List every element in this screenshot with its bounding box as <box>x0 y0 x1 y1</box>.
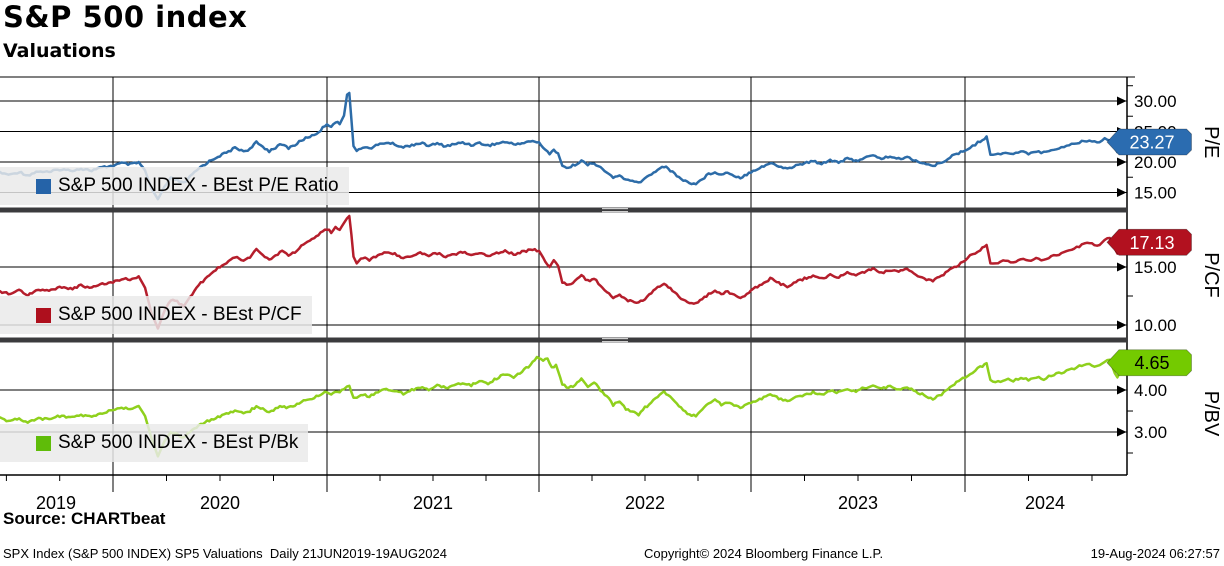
axis-arrow-tick-icon <box>1117 187 1127 197</box>
pe-value-badge <box>1106 128 1192 156</box>
pbv-axis-name: P/BV <box>1200 391 1222 437</box>
axis-tick-label: 15.00 <box>1134 183 1177 202</box>
legend-pe[interactable]: S&P 500 INDEX - BEst P/E Ratio <box>0 167 349 205</box>
pcf-value-badge <box>1106 228 1192 256</box>
footer-description: SPX Index (S&P 500 INDEX) SP5 Valuations… <box>3 546 447 561</box>
axis-tick-label: 30.00 <box>1134 92 1177 111</box>
footer-timestamp: 19-Aug-2024 06:27:57 <box>1090 546 1220 561</box>
pe-swatch-icon <box>36 178 51 194</box>
pe-axis-name: P/E <box>1200 126 1222 158</box>
axis-arrow-tick-icon <box>1117 427 1127 437</box>
axis-tick-label: 10.00 <box>1134 316 1177 335</box>
year-label: 2020 <box>200 493 240 513</box>
year-label: 2019 <box>36 493 76 513</box>
pcf-swatch-icon <box>36 307 51 323</box>
footer-row: SPX Index (S&P 500 INDEX) SP5 Valuations… <box>0 546 1224 566</box>
axis-arrow-tick-icon <box>1117 96 1127 106</box>
year-label: 2023 <box>838 493 878 513</box>
axis-tick-label: 3.00 <box>1134 423 1167 442</box>
splitter-handle-icon <box>602 338 628 340</box>
panel-splitter[interactable] <box>0 337 1127 343</box>
axis-tick-label: 20.00 <box>1134 153 1177 172</box>
pbv-value-badge <box>1106 349 1192 377</box>
panel-splitter[interactable] <box>0 207 1127 213</box>
footer-source: Source: CHARTbeat <box>3 509 166 528</box>
pe-value-badge-label: 23.27 <box>1129 133 1174 153</box>
page-subtitle: Valuations <box>3 40 116 62</box>
axis-arrow-tick-icon <box>1117 157 1127 167</box>
year-label: 2024 <box>1025 493 1065 513</box>
legend-pcf-label: S&P 500 INDEX - BEst P/CF <box>58 304 302 325</box>
page-title: S&P 500 index <box>3 0 248 34</box>
pcf-axis-name: P/CF <box>1200 252 1222 298</box>
year-label: 2021 <box>413 493 453 513</box>
pbv-swatch-icon <box>36 435 51 451</box>
axis-tick-label: 4.00 <box>1134 381 1167 400</box>
axis-arrow-tick-icon <box>1117 320 1127 330</box>
legend-pbv-label: S&P 500 INDEX - BEst P/Bk <box>58 432 299 453</box>
axis-arrow-tick-icon <box>1117 385 1127 395</box>
legend-pbv[interactable]: S&P 500 INDEX - BEst P/Bk <box>0 424 309 462</box>
splitter-handle-icon <box>602 341 628 343</box>
pbv-value-badge-label: 4.65 <box>1134 353 1169 373</box>
axis-arrow-tick-icon <box>1117 262 1127 272</box>
splitter-handle-icon <box>602 211 628 213</box>
legend-pcf[interactable]: S&P 500 INDEX - BEst P/CF <box>0 296 312 334</box>
axis-tick-label: 15.00 <box>1134 258 1177 277</box>
splitter-handle-icon <box>602 208 628 210</box>
pcf-value-badge-label: 17.13 <box>1129 233 1174 253</box>
legend-pe-label: S&P 500 INDEX - BEst P/E Ratio <box>58 175 339 196</box>
footer-copyright: Copyright© 2024 Bloomberg Finance L.P. <box>644 546 884 561</box>
year-label: 2022 <box>625 493 665 513</box>
